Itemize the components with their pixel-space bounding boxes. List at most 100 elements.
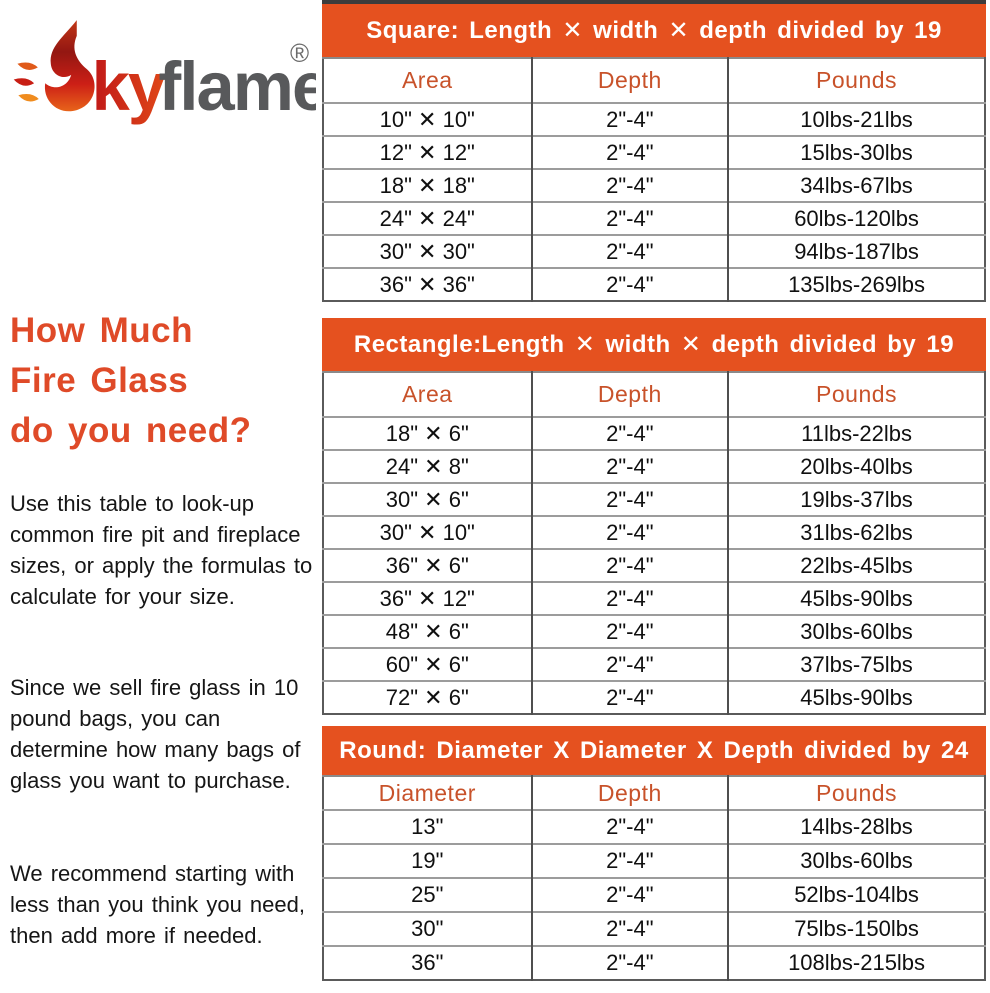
column-header: Area bbox=[401, 381, 453, 407]
square-size-table: Area Depth Pounds 10" ✕ 10" 2"-4" 10lbs-21lbs… bbox=[322, 57, 986, 302]
table-cell: 45lbs-90lbs bbox=[727, 680, 985, 714]
table-cell: 18" ✕ 18" bbox=[323, 168, 532, 202]
column-header-row: Area Depth Pounds bbox=[323, 372, 985, 417]
logo-text-sky: ky bbox=[92, 48, 166, 125]
table-cell: 45lbs-90lbs bbox=[727, 581, 985, 615]
table-row: 72" ✕ 6" 2"-4" 45lbs-90lbs bbox=[323, 680, 985, 714]
table-cell: 31lbs-62lbs bbox=[727, 515, 985, 549]
table-cell: 2"-4" bbox=[530, 416, 729, 450]
table-cell: 37lbs-75lbs bbox=[727, 647, 985, 681]
square-table-block: Square: Length ✕ width ✕ depth divided b… bbox=[322, 0, 986, 302]
table-cell: 2"-4" bbox=[530, 102, 729, 136]
round-table-block: Round: Diameter X Diameter X Depth divid… bbox=[322, 726, 986, 981]
table-row: 25" 2"-4" 52lbs-104lbs bbox=[323, 877, 985, 912]
table-cell: 2"-4" bbox=[530, 581, 729, 615]
rectangle-table-block: Rectangle:Length ✕ width ✕ depth divided… bbox=[322, 318, 986, 715]
column-header-row: Diameter Depth Pounds bbox=[323, 776, 985, 810]
table-row: 12" ✕ 12" 2"-4" 15lbs-30lbs bbox=[323, 135, 985, 169]
table-row: 24" ✕ 24" 2"-4" 60lbs-120lbs bbox=[323, 201, 985, 235]
column-header: Pounds bbox=[727, 776, 985, 810]
table-row: 10" ✕ 10" 2"-4" 10lbs-21lbs bbox=[323, 102, 985, 136]
page-title-line: Fire Glass bbox=[10, 361, 189, 400]
page-title-line: How Much bbox=[10, 311, 193, 350]
table-cell: 19lbs-37lbs bbox=[727, 482, 985, 516]
logo-text-flame: flame bbox=[158, 48, 316, 125]
table-cell: 2"-4" bbox=[530, 267, 729, 301]
table-cell: 13" bbox=[323, 809, 532, 844]
table-row: 13" 2"-4" 14lbs-28lbs bbox=[323, 809, 985, 844]
table-cell: 14lbs-28lbs bbox=[727, 809, 985, 844]
table-cell: 108lbs-215lbs bbox=[727, 945, 985, 980]
table-cell: 30lbs-60lbs bbox=[727, 614, 985, 648]
column-header-row: Area Depth Pounds bbox=[323, 58, 985, 103]
table-row: 36" ✕ 6" 2"-4" 22lbs-45lbs bbox=[323, 548, 985, 582]
page-title: How Much Fire Glass do you need? bbox=[10, 306, 316, 456]
table-row: 24" ✕ 8" 2"-4" 20lbs-40lbs bbox=[323, 449, 985, 483]
table-cell: 12" ✕ 12" bbox=[323, 135, 532, 169]
rectangle-table-title: Rectangle:Length ✕ width ✕ depth divided… bbox=[322, 318, 986, 371]
table-cell: 11lbs-22lbs bbox=[727, 416, 985, 450]
column-header: Pounds bbox=[727, 58, 985, 103]
intro-paragraph: Use this table to look-up common fire pi… bbox=[10, 491, 313, 609]
table-cell: 52lbs-104lbs bbox=[727, 877, 985, 912]
table-row: 30" ✕ 10" 2"-4" 31lbs-62lbs bbox=[323, 515, 985, 549]
table-cell: 2"-4" bbox=[530, 449, 729, 483]
table-cell: 36" ✕ 36" bbox=[323, 267, 532, 301]
table-cell: 36" ✕ 12" bbox=[323, 581, 532, 615]
table-cell: 2"-4" bbox=[530, 809, 729, 844]
column-header: Area bbox=[401, 67, 453, 93]
table-row: 36" ✕ 12" 2"-4" 45lbs-90lbs bbox=[323, 581, 985, 615]
table-row: 36" 2"-4" 108lbs-215lbs bbox=[323, 945, 985, 980]
table-cell: 30" ✕ 6" bbox=[323, 482, 532, 516]
table-cell: 22lbs-45lbs bbox=[727, 548, 985, 582]
recommendation-paragraph: We recommend starting with less than you… bbox=[10, 861, 305, 948]
column-header: Pounds bbox=[727, 372, 985, 417]
table-cell: 2"-4" bbox=[530, 945, 729, 980]
table-cell: 19" bbox=[323, 843, 532, 878]
table-cell: 36" ✕ 6" bbox=[323, 548, 532, 582]
table-cell: 72" ✕ 6" bbox=[323, 680, 532, 714]
table-row: 60" ✕ 6" 2"-4" 37lbs-75lbs bbox=[323, 647, 985, 681]
table-cell: 30" bbox=[323, 911, 532, 946]
table-cell: 30" ✕ 10" bbox=[323, 515, 532, 549]
table-cell: 2"-4" bbox=[530, 548, 729, 582]
table-row: 30" 2"-4" 75lbs-150lbs bbox=[323, 911, 985, 946]
table-cell: 75lbs-150lbs bbox=[727, 911, 985, 946]
table-row: 18" ✕ 6" 2"-4" 11lbs-22lbs bbox=[323, 416, 985, 450]
bags-paragraph: Since we sell fire glass in 10 pound bag… bbox=[10, 675, 301, 793]
column-header: Depth bbox=[530, 372, 729, 417]
column-header: Depth bbox=[530, 776, 729, 810]
table-cell: 2"-4" bbox=[530, 877, 729, 912]
table-row: 18" ✕ 18" 2"-4" 34lbs-67lbs bbox=[323, 168, 985, 202]
table-cell: 2"-4" bbox=[530, 911, 729, 946]
table-row: 30" ✕ 6" 2"-4" 19lbs-37lbs bbox=[323, 482, 985, 516]
column-header: Diameter bbox=[378, 779, 476, 806]
table-cell: 2"-4" bbox=[530, 234, 729, 268]
table-cell: 2"-4" bbox=[530, 135, 729, 169]
table-cell: 25" bbox=[323, 877, 532, 912]
table-row: 48" ✕ 6" 2"-4" 30lbs-60lbs bbox=[323, 614, 985, 648]
table-cell: 18" ✕ 6" bbox=[323, 416, 532, 450]
round-table-title: Round: Diameter X Diameter X Depth divid… bbox=[322, 726, 986, 775]
square-table-title: Square: Length ✕ width ✕ depth divided b… bbox=[322, 0, 986, 57]
table-cell: 24" ✕ 24" bbox=[323, 201, 532, 235]
column-header: Depth bbox=[530, 58, 729, 103]
table-row: 19" 2"-4" 30lbs-60lbs bbox=[323, 843, 985, 878]
table-cell: 20lbs-40lbs bbox=[727, 449, 985, 483]
registered-trademark-icon: ® bbox=[290, 38, 309, 68]
table-cell: 34lbs-67lbs bbox=[727, 168, 985, 202]
table-cell: 36" bbox=[323, 945, 532, 980]
table-cell: 24" ✕ 8" bbox=[323, 449, 532, 483]
table-row: 36" ✕ 36" 2"-4" 135lbs-269lbs bbox=[323, 267, 985, 301]
table-cell: 60" ✕ 6" bbox=[323, 647, 532, 681]
table-cell: 2"-4" bbox=[530, 168, 729, 202]
table-cell: 30" ✕ 30" bbox=[323, 234, 532, 268]
table-cell: 60lbs-120lbs bbox=[727, 201, 985, 235]
table-cell: 2"-4" bbox=[530, 614, 729, 648]
table-cell: 94lbs-187lbs bbox=[727, 234, 985, 268]
table-cell: 2"-4" bbox=[530, 647, 729, 681]
table-cell: 135lbs-269lbs bbox=[727, 267, 985, 301]
round-size-table: Diameter Depth Pounds 13" 2"-4" 14lbs-28lbs 19… bbox=[322, 775, 986, 981]
table-cell: 2"-4" bbox=[530, 482, 729, 516]
